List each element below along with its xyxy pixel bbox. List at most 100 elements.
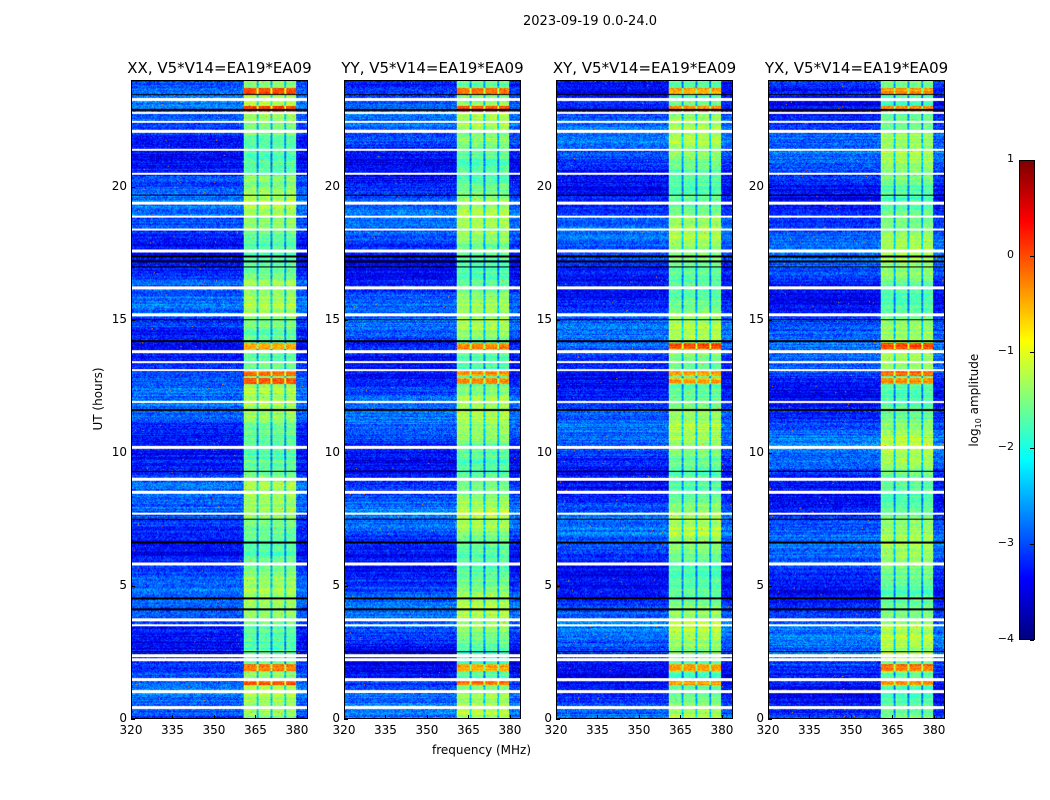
colorbar-tick-mark [1030,160,1034,161]
y-tick-label: 10 [324,444,340,459]
x-tick-label: 350 [202,723,226,737]
figure-title: 2023-09-19 0.0-24.0 [523,14,657,29]
y-tick-mark [556,719,560,720]
x-tick-label: 320 [119,723,143,737]
y-tick-label: 10 [536,444,552,459]
x-tick-label: 365 [669,723,692,737]
x-tick-label: 335 [586,723,609,737]
x-tick-mark [509,715,511,719]
x-axis-label: frequency (MHz) [432,743,532,757]
panel-title: YY, V5*V14=EA19*EA09 [341,59,524,77]
x-tick-mark [296,715,298,719]
heatmap-canvas [769,81,944,718]
x-tick-label: 320 [332,723,356,737]
panel-title: XY, V5*V14=EA19*EA09 [552,59,737,77]
x-tick-mark [468,715,470,719]
x-tick-mark [721,715,723,719]
y-tick-mark [344,319,348,321]
y-tick-mark [768,186,772,188]
y-tick-mark [768,452,772,454]
colorbar-label-amplitude: amplitude [966,353,981,419]
y-tick-label: 0 [544,711,552,725]
x-tick-label: 335 [161,723,184,737]
y-tick-mark [131,452,135,454]
x-tick-label: 320 [756,723,780,737]
y-axis-label: UT (hours) [91,367,105,431]
x-tick-label: 335 [798,723,821,737]
x-tick-mark [131,715,132,719]
x-tick-mark [556,715,557,719]
y-tick-mark [556,585,560,587]
y-tick-mark [556,319,560,321]
x-tick-mark [597,715,599,719]
x-tick-mark [385,715,387,719]
y-tick-label: 20 [324,178,340,193]
heatmap-panel [344,80,521,719]
colorbar-tick-mark [1030,352,1034,353]
x-tick-mark [172,715,174,719]
colorbar-tick-label: −4 [997,632,1014,645]
panel-title: YX, V5*V14=EA19*EA09 [764,59,949,77]
x-tick-label: 380 [498,723,522,737]
y-tick-label: 20 [748,178,764,193]
y-tick-mark [344,452,348,454]
colorbar-tick-label: −2 [997,440,1014,453]
y-tick-label: 15 [111,311,127,326]
y-tick-label: 15 [748,311,764,326]
x-tick-mark [892,715,894,719]
colorbar-tick-mark [1030,448,1034,449]
y-tick-label: 5 [119,577,127,592]
y-tick-mark [556,452,560,454]
y-tick-mark [768,719,772,720]
y-tick-label: 5 [544,577,552,592]
x-tick-label: 350 [627,723,651,737]
heatmap-canvas [557,81,732,718]
y-tick-label: 15 [324,311,340,326]
colorbar-tick-mark [1030,256,1034,257]
y-tick-label: 0 [332,711,340,725]
y-tick-label: 0 [119,711,127,725]
y-tick-mark [344,186,348,188]
x-tick-label: 335 [374,723,397,737]
y-tick-mark [131,719,135,720]
x-tick-label: 365 [881,723,904,737]
x-tick-label: 365 [244,723,267,737]
heatmap-canvas [132,81,307,718]
x-tick-mark [850,715,852,719]
y-tick-mark [131,319,135,321]
y-tick-label: 5 [332,577,340,592]
heatmap-panel [556,80,733,719]
y-tick-label: 10 [111,444,127,459]
heatmap-canvas [345,81,520,718]
y-tick-label: 20 [536,178,552,193]
y-tick-mark [131,186,135,188]
colorbar-tick-label: −3 [997,536,1014,549]
y-tick-mark [556,186,560,188]
x-tick-mark [809,715,811,719]
x-tick-label: 320 [544,723,568,737]
y-tick-mark [131,585,135,587]
x-tick-label: 380 [710,723,734,737]
x-tick-label: 350 [839,723,863,737]
heatmap-panel [131,80,308,719]
x-tick-mark [933,715,935,719]
y-tick-label: 20 [111,178,127,193]
x-tick-mark [768,715,769,719]
x-tick-label: 380 [922,723,946,737]
colorbar-label-log: log [966,428,981,447]
y-tick-mark [344,585,348,587]
x-tick-mark [344,715,345,719]
colorbar-tick-label: 0 [1007,248,1014,261]
x-tick-label: 365 [457,723,480,737]
x-tick-label: 350 [415,723,439,737]
y-tick-label: 0 [756,711,764,725]
x-tick-mark [255,715,257,719]
y-tick-label: 5 [756,577,764,592]
y-tick-label: 10 [748,444,764,459]
colorbar-tick-mark [1030,640,1034,641]
x-tick-mark [213,715,215,719]
y-tick-label: 15 [536,311,552,326]
x-tick-mark [680,715,682,719]
colorbar-label: log10 amplitude [967,345,983,455]
